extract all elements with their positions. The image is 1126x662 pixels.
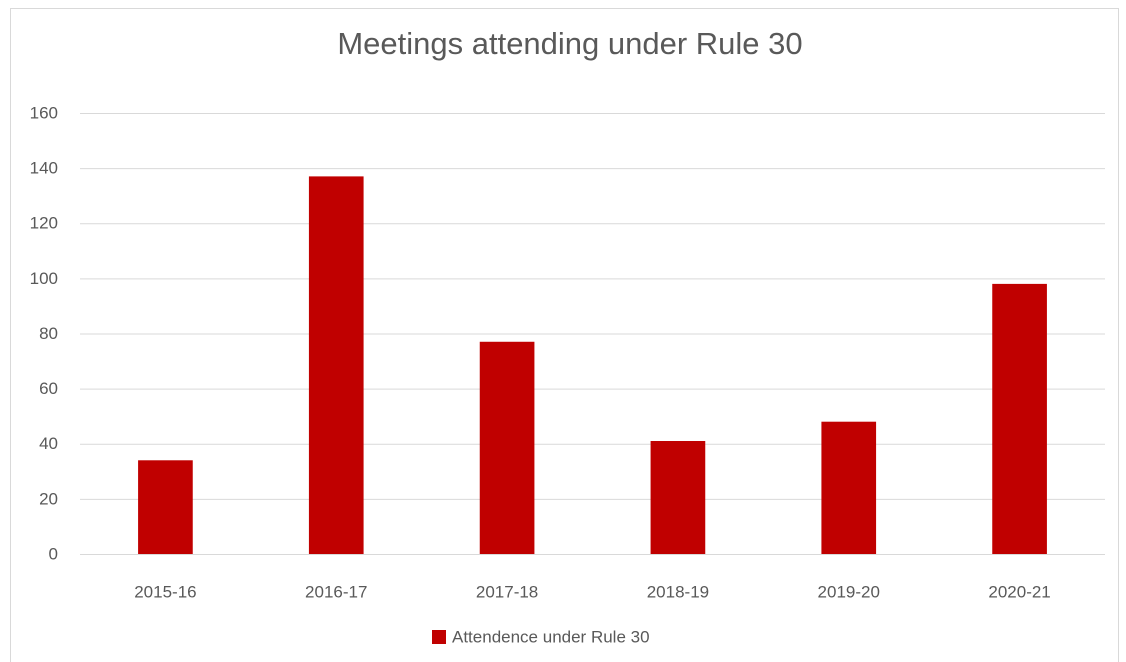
- y-tick-label: 0: [49, 544, 58, 563]
- y-tick-label: 40: [39, 434, 58, 453]
- x-tick-label: 2018-19: [647, 582, 709, 601]
- bar: [992, 283, 1047, 554]
- bar: [479, 341, 535, 554]
- x-tick-label: 2015-16: [134, 582, 196, 601]
- y-tick-label: 60: [39, 379, 58, 398]
- y-tick-label: 140: [30, 159, 58, 178]
- y-tick-label: 120: [30, 214, 58, 233]
- x-tick-label: 2016-17: [305, 582, 367, 601]
- x-tick-label: 2020-21: [988, 582, 1050, 601]
- y-tick-label: 20: [39, 489, 58, 508]
- x-tick-label: 2017-18: [476, 582, 538, 601]
- bar: [308, 176, 364, 555]
- chart-frame: [10, 8, 1119, 662]
- bar: [650, 440, 706, 554]
- bar: [821, 421, 877, 554]
- y-tick-label: 100: [30, 269, 58, 288]
- bar: [138, 460, 193, 554]
- y-tick-label: 80: [39, 324, 58, 343]
- x-tick-label: 2019-20: [818, 582, 880, 601]
- legend-label: Attendence under Rule 30: [452, 627, 650, 646]
- y-tick-label: 160: [30, 103, 58, 122]
- chart-title: Meetings attending under Rule 30: [337, 26, 802, 61]
- legend-swatch: [432, 630, 446, 644]
